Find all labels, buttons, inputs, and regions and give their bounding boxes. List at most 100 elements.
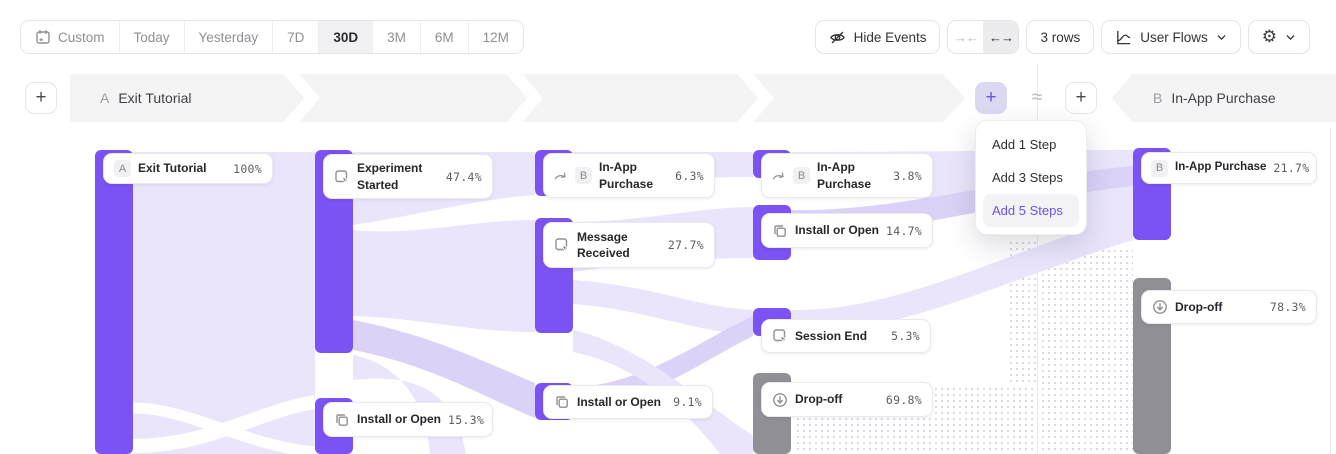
- dropoff-icon: [772, 392, 788, 408]
- series-b-badge: B: [793, 167, 810, 184]
- section-b-banner[interactable]: B In-App Purchase: [1112, 74, 1336, 122]
- flow-chart-icon: [1117, 30, 1131, 44]
- calendar-icon: [36, 30, 50, 44]
- flow-node-pct: 9.1%: [673, 395, 702, 409]
- flow-node-pct: 69.8%: [885, 392, 922, 407]
- collapse-expand-control: →← ←→: [947, 20, 1020, 54]
- flow-node-label: Exit Tutorial: [138, 161, 207, 176]
- flow-node-b-in-app-purchase[interactable]: B In-App Purchase 21.7%: [1141, 152, 1317, 184]
- event-cursor-icon: [554, 237, 570, 253]
- add-step-left-button[interactable]: +: [25, 82, 57, 114]
- flow-node-label: Message Received: [577, 229, 630, 260]
- flow-node-install-or-open[interactable]: Install or Open 14.7%: [761, 213, 933, 248]
- flow-node-label: Install or Open: [357, 412, 442, 427]
- flow-node-label: Drop-off: [1175, 299, 1223, 314]
- chevron-separators: [70, 74, 965, 122]
- collapse-columns-button[interactable]: →←: [948, 21, 983, 53]
- flow-node-install-or-open[interactable]: Install or Open 15.3%: [323, 402, 493, 437]
- flow-node-dropoff[interactable]: Drop-off 69.8%: [761, 382, 933, 417]
- section-b-label: In-App Purchase: [1171, 90, 1276, 106]
- chevron-down-icon: [1286, 34, 1295, 40]
- view-selector-button[interactable]: User Flows: [1101, 20, 1241, 54]
- redirect-arrow-icon: [554, 169, 568, 183]
- date-range-label: 6M: [434, 29, 454, 45]
- rows-label: 3 rows: [1040, 29, 1081, 45]
- date-range-3m[interactable]: 3M: [372, 21, 420, 53]
- flow-bar-exit-tutorial[interactable]: [95, 150, 133, 454]
- date-range-yesterday[interactable]: Yesterday: [183, 21, 273, 53]
- menu-item-add-3-steps[interactable]: Add 3 Steps: [983, 161, 1079, 194]
- flow-node-pct: 6.3%: [675, 168, 704, 183]
- date-range-12m[interactable]: 12M: [467, 21, 523, 53]
- section-a-badge: A: [100, 90, 110, 106]
- copy-squares-icon: [554, 394, 570, 410]
- plus-icon: +: [1075, 87, 1087, 108]
- dropoff-icon: [1152, 299, 1168, 315]
- series-b-badge: B: [575, 167, 592, 184]
- menu-item-label: Add 1 Step: [992, 137, 1057, 152]
- section-divider-line: [1037, 64, 1038, 454]
- hide-events-button[interactable]: Hide Events: [814, 20, 941, 54]
- flow-node-in-app-purchase[interactable]: B In-App Purchase 6.3%: [543, 153, 715, 198]
- plus-icon: +: [35, 87, 47, 108]
- menu-item-add-5-steps[interactable]: Add 5 Steps: [983, 194, 1079, 227]
- redirect-arrow-icon: [772, 169, 786, 183]
- flow-node-session-end[interactable]: Session End 5.3%: [761, 319, 931, 353]
- flow-node-pct: 78.3%: [1269, 300, 1306, 314]
- date-range-7d[interactable]: 7D: [272, 21, 318, 53]
- add-steps-menu: Add 1 Step Add 3 Steps Add 5 Steps: [975, 120, 1087, 235]
- date-range-label: Today: [133, 29, 170, 45]
- flow-node-b-dropoff[interactable]: Drop-off 78.3%: [1141, 290, 1317, 324]
- menu-item-label: Add 5 Steps: [992, 203, 1063, 218]
- date-range-label: 30D: [333, 29, 359, 45]
- flow-node-message-received[interactable]: Message Received 27.7%: [543, 222, 715, 268]
- add-step-right-button[interactable]: +: [1065, 82, 1097, 114]
- flow-node-pct: 27.7%: [667, 238, 704, 252]
- expand-arrows-icon: ←→: [988, 29, 1014, 45]
- flow-node-label: Install or Open: [795, 223, 880, 238]
- flow-node-pct: 14.7%: [886, 223, 923, 238]
- view-selector-label: User Flows: [1140, 29, 1208, 45]
- series-b-badge: B: [1151, 159, 1168, 177]
- date-range-label: 3M: [387, 29, 406, 45]
- date-range-label: Custom: [58, 29, 105, 45]
- flow-node-pct: 21.7%: [1273, 161, 1310, 175]
- date-range-control: Custom Today Yesterday 7D 30D 3M 6M 12M: [20, 20, 524, 54]
- flow-node-label: In-App Purchase: [817, 160, 872, 191]
- flow-node-pct: 3.8%: [893, 168, 922, 183]
- event-cursor-icon: [772, 328, 788, 344]
- copy-squares-icon: [334, 412, 350, 428]
- date-range-label: 7D: [287, 29, 305, 45]
- flow-node-pct: 15.3%: [448, 412, 485, 427]
- dropoff-flow-texture: [1040, 248, 1133, 454]
- flow-node-pct: 100%: [233, 161, 262, 176]
- flow-node-in-app-purchase[interactable]: B In-App Purchase 3.8%: [761, 153, 933, 198]
- toolbar: Custom Today Yesterday 7D 30D 3M 6M 12M …: [20, 20, 1310, 54]
- settings-button[interactable]: ⚙: [1247, 20, 1310, 54]
- flow-node-install-or-open[interactable]: Install or Open 9.1%: [543, 385, 713, 419]
- expand-columns-button[interactable]: ←→: [983, 21, 1019, 53]
- approx-symbol: ≈: [1031, 87, 1043, 108]
- date-range-label: Yesterday: [198, 29, 259, 45]
- flow-node-experiment-started[interactable]: Experiment Started 47.4%: [323, 154, 493, 199]
- flow-node-pct: 5.3%: [891, 329, 920, 343]
- date-range-6m[interactable]: 6M: [419, 21, 468, 53]
- add-step-between-button[interactable]: +: [975, 82, 1007, 114]
- rows-button[interactable]: 3 rows: [1026, 20, 1095, 54]
- date-range-today[interactable]: Today: [118, 21, 184, 53]
- date-range-custom[interactable]: Custom: [21, 21, 119, 53]
- date-range-label: 12M: [482, 29, 509, 45]
- section-b-badge: B: [1153, 90, 1163, 106]
- eye-off-icon: [829, 31, 845, 43]
- hide-events-label: Hide Events: [853, 29, 927, 45]
- flow-node-label: Experiment Started: [357, 161, 423, 192]
- flow-node-pct: 47.4%: [445, 169, 482, 184]
- section-a-banner[interactable]: A Exit Tutorial: [70, 74, 965, 122]
- flow-node-exit-tutorial[interactable]: A Exit Tutorial 100%: [103, 153, 273, 184]
- date-range-30d[interactable]: 30D: [318, 21, 373, 53]
- menu-item-add-1-step[interactable]: Add 1 Step: [983, 128, 1079, 161]
- flow-node-label: Install or Open: [577, 394, 662, 409]
- chevron-down-icon: [1217, 34, 1226, 40]
